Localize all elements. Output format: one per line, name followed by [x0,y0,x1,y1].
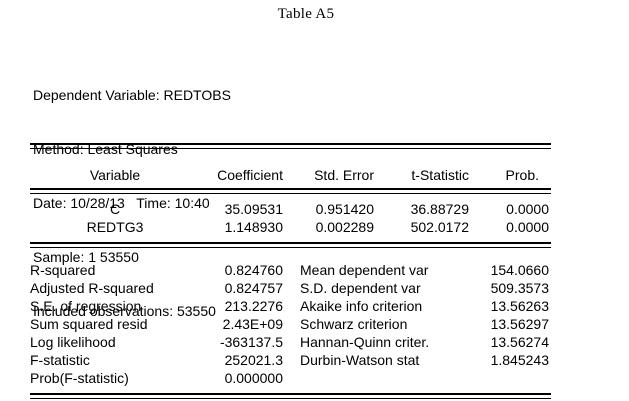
variable-name: REDTG3 [86,219,144,235]
stats-row: Sum squared resid 2.43E+09 Schwarz crite… [30,315,551,333]
coefficient-value: 35.09531 [224,201,283,217]
stat-value-empty [490,369,551,387]
col-header-std-error: Std. Error [314,167,374,183]
table-row-c: C 35.09531 0.951420 36.88729 0.0000 [30,194,551,218]
summary-line-included-observations: Included observations: 53550 [33,303,216,319]
regression-output-table: Variable Coefficient Std. Error t-Statis… [30,143,551,399]
std-error-value: 0.002289 [315,219,374,235]
stat-label: S.D. dependent var [300,280,421,296]
stat-label: F-statistic [30,352,90,368]
col-header-prob: Prob. [505,167,539,183]
summary-line-dependent-variable: Dependent Variable: REDTOBS [33,87,231,103]
stat-value: 1.845243 [490,352,549,368]
regression-summary: Dependent Variable: REDTOBS Method: Leas… [33,50,231,356]
double-rule-bottom [30,393,551,399]
stats-row: Log likelihood -363137.5 Hannan-Quinn cr… [30,333,551,351]
stat-value: 213.2276 [224,298,283,314]
double-rule-under-coefficients [30,242,551,248]
stats-row: Adjusted R-squared 0.824757 S.D. depende… [30,279,551,297]
stats-row: R-squared 0.824760 Mean dependent var 15… [30,248,551,279]
col-header-variable: Variable [89,167,141,183]
stat-value: 13.56274 [490,334,549,350]
variable-name: C [109,201,121,217]
stats-row: Prob(F-statistic) 0.000000 [30,369,551,387]
table-row-redtg3: REDTG3 1.148930 0.002289 502.0172 0.0000 [30,218,551,236]
stats-row: S.E. of regression 213.2276 Akaike info … [30,297,551,315]
prob-value: 0.0000 [506,201,549,217]
col-header-coefficient: Coefficient [217,167,283,183]
summary-statistics-table: R-squared 0.824760 Mean dependent var 15… [30,248,551,387]
double-rule-top [30,143,551,149]
stat-label: Durbin-Watson stat [300,352,420,368]
stat-label: Log likelihood [30,334,116,350]
coefficient-table-header: Variable Coefficient Std. Error t-Statis… [30,149,551,188]
summary-line-sample: Sample: 1 53550 [33,249,139,265]
stat-value: 0.824760 [224,262,283,278]
col-header-t-statistic: t-Statistic [411,167,469,183]
stat-label: Sum squared resid [30,316,148,332]
stat-label: Adjusted R-squared [30,280,154,296]
double-rule-under-header [30,188,551,194]
stat-value: 13.56297 [490,316,549,332]
t-statistic-value: 502.0172 [410,219,469,235]
header-row: Variable Coefficient Std. Error t-Statis… [30,149,551,188]
prob-value: 0.0000 [506,219,549,235]
stat-value: 13.56263 [490,298,549,314]
stats-row: F-statistic 252021.3 Durbin-Watson stat … [30,351,551,369]
summary-line-date-time: Date: 10/28/13 Time: 10:40 [33,195,210,211]
t-statistic-value: 36.88729 [410,201,469,217]
summary-line-method: Method: Least Squares [33,141,178,157]
stat-label: S.E. of regression [30,298,142,314]
stat-label: Hannan-Quinn criter. [300,334,430,350]
stat-value: -363137.5 [219,334,283,350]
stat-value: 252021.3 [224,352,283,368]
stat-value: 154.0660 [490,262,549,278]
stat-label: Akaike info criterion [300,298,423,314]
stat-value: 0.000000 [224,370,283,386]
stat-label: Prob(F-statistic) [30,370,129,386]
coefficient-table-body: C 35.09531 0.951420 36.88729 0.0000 REDT… [30,194,551,236]
coefficient-value: 1.148930 [224,219,283,235]
stat-value: 509.3573 [490,280,549,296]
stat-label: R-squared [30,262,96,278]
stat-label-empty [285,369,490,387]
stat-value: 0.824757 [224,280,283,296]
stat-label: Mean dependent var [300,262,429,278]
stat-label: Schwarz criterion [300,316,408,332]
stat-value: 2.43E+09 [222,316,283,332]
std-error-value: 0.951420 [315,201,374,217]
table-title: Table A5 [277,6,335,22]
